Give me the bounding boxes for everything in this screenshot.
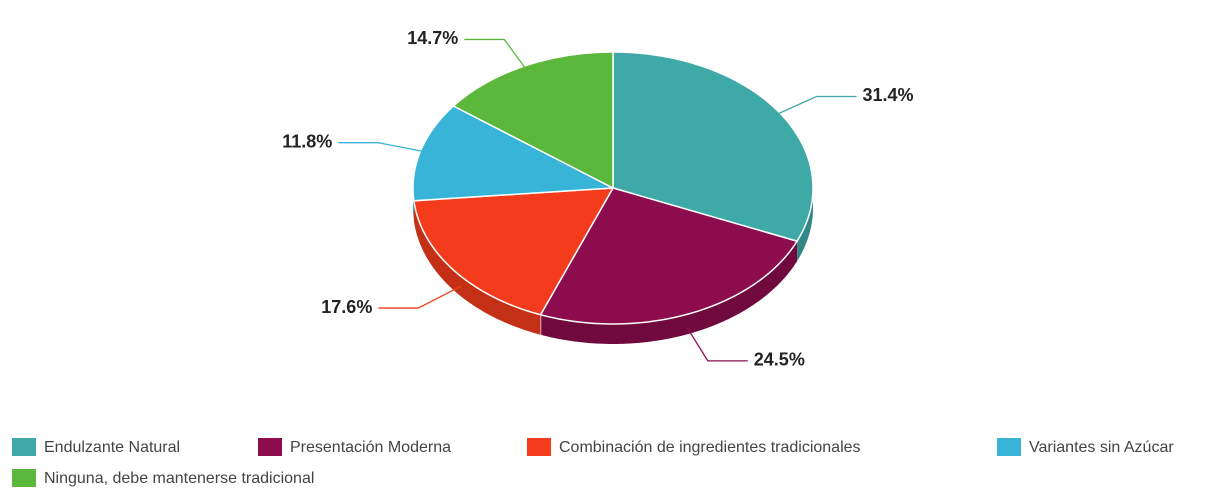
legend-swatch (997, 438, 1021, 456)
legend-label: Endulzante Natural (44, 439, 180, 456)
leader-line (464, 38, 529, 73)
slice-side (541, 241, 798, 344)
slice (413, 187, 615, 316)
slice-side (414, 201, 541, 335)
leader-line (338, 142, 431, 154)
leader-line (686, 326, 748, 362)
data-label: 11.8% (282, 131, 332, 151)
leader-line (771, 95, 857, 118)
data-label: 31.4% (863, 85, 914, 105)
legend-label: Ninguna, debe mantenerse tradicional (44, 470, 314, 487)
legend-label: Combinación de ingredientes tradicionale… (559, 439, 861, 456)
legend-label: Presentación Moderna (290, 439, 451, 456)
slice (539, 187, 799, 325)
data-label: 24.5% (754, 350, 805, 370)
slice-side (797, 188, 813, 262)
data-label: 14.7% (407, 28, 458, 48)
legend-swatch (12, 438, 36, 456)
legend-label: Variantes sin Azúcar (1029, 439, 1174, 456)
legend-swatch (527, 438, 551, 456)
slice (612, 51, 814, 243)
legend-swatch (12, 469, 36, 487)
legend-swatch (258, 438, 282, 456)
leader-line (378, 285, 462, 309)
data-label: 17.6% (321, 297, 372, 317)
